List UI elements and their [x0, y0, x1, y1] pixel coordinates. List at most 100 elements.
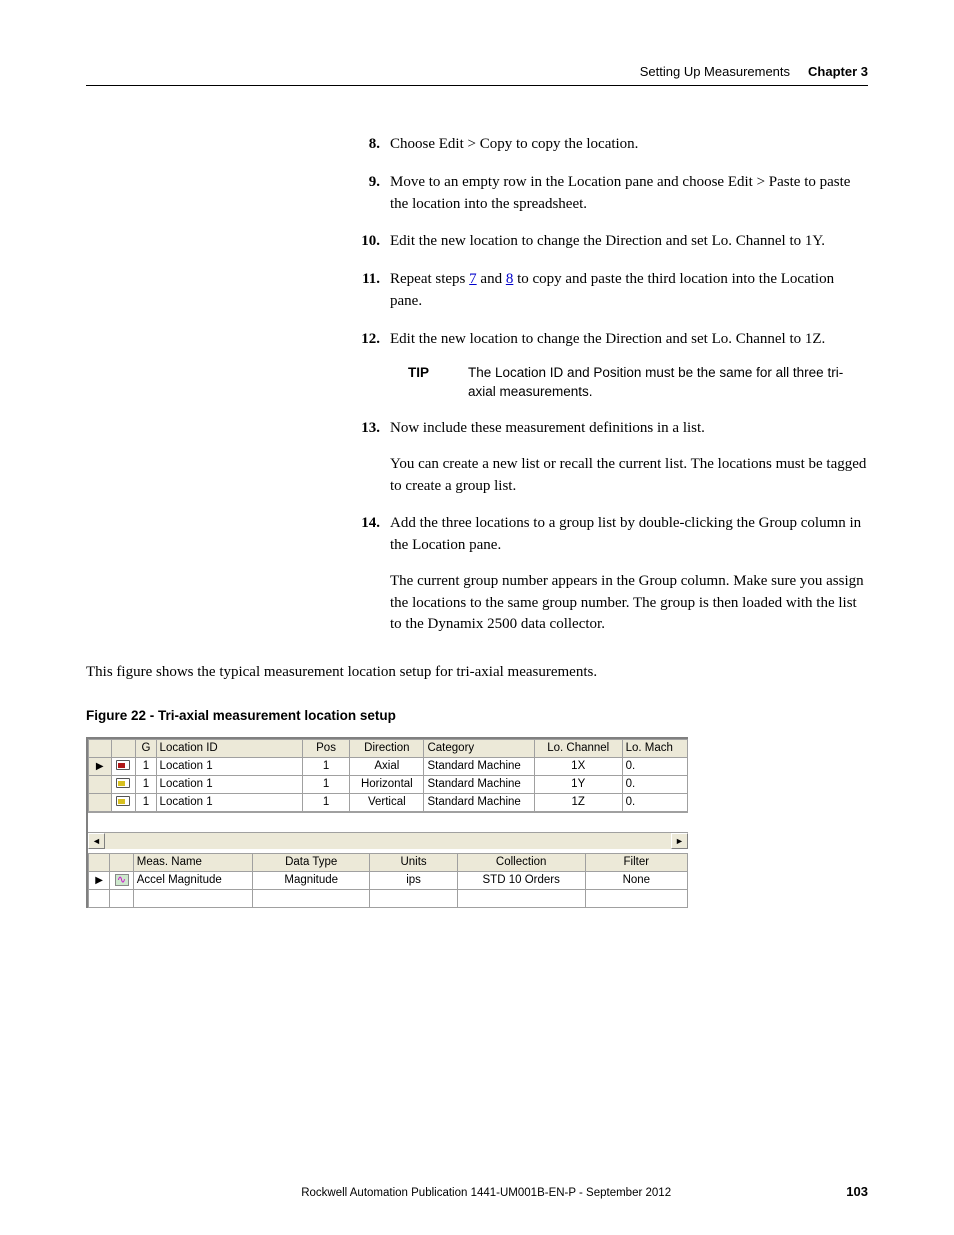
units-cell[interactable]: ips: [370, 871, 457, 889]
machine-cell[interactable]: 0.: [622, 793, 687, 811]
row-selector[interactable]: ▶: [89, 757, 112, 775]
data-type-cell[interactable]: Magnitude: [253, 871, 370, 889]
column-header[interactable]: Pos: [302, 739, 349, 757]
empty-cell[interactable]: [253, 889, 370, 907]
empty-cell[interactable]: [457, 889, 585, 907]
row-selector[interactable]: [89, 793, 112, 811]
row-type-icon-cell: [111, 757, 136, 775]
row-selector[interactable]: ▶: [89, 871, 110, 889]
direction-cell[interactable]: Vertical: [350, 793, 424, 811]
position-cell[interactable]: 1: [302, 793, 349, 811]
step-text: Choose Edit > Copy to copy the location.: [390, 134, 868, 156]
column-header[interactable]: Category: [424, 739, 534, 757]
group-cell[interactable]: 1: [136, 775, 156, 793]
location-id-cell[interactable]: Location 1: [156, 757, 302, 775]
step-body: Now include these measurement definition…: [390, 418, 868, 497]
tip-block: TIP The Location ID and Position must be…: [390, 364, 868, 402]
tip-label: TIP: [390, 364, 468, 402]
step-text: You can create a new list or recall the …: [390, 454, 868, 498]
measurement-table: Meas. NameData TypeUnitsCollectionFilter…: [88, 853, 688, 908]
row-selector[interactable]: [89, 889, 110, 907]
category-cell[interactable]: Standard Machine: [424, 793, 534, 811]
header-chapter: Chapter 3: [808, 64, 868, 79]
step-12: 12. Edit the new location to change the …: [356, 329, 868, 403]
table-row[interactable]: 1Location 11VerticalStandard Machine1Z0.: [89, 793, 688, 811]
machine-cell[interactable]: 0.: [622, 757, 687, 775]
page-number: 103: [846, 1184, 868, 1199]
column-header[interactable]: [110, 853, 133, 871]
channel-cell[interactable]: 1Y: [534, 775, 622, 793]
filter-cell[interactable]: None: [585, 871, 687, 889]
steps-list: 8. Choose Edit > Copy to copy the locati…: [356, 134, 868, 636]
channel-cell[interactable]: 1Z: [534, 793, 622, 811]
column-header[interactable]: Collection: [457, 853, 585, 871]
step-body: Edit the new location to change the Dire…: [390, 329, 868, 403]
step-text: The current group number appears in the …: [390, 571, 868, 636]
column-header[interactable]: Lo. Mach: [622, 739, 687, 757]
empty-cell[interactable]: [585, 889, 687, 907]
collection-cell[interactable]: STD 10 Orders: [457, 871, 585, 889]
column-header[interactable]: [89, 739, 112, 757]
column-header[interactable]: Location ID: [156, 739, 302, 757]
page: Setting Up Measurements Chapter 3 8. Cho…: [0, 0, 954, 948]
category-cell[interactable]: Standard Machine: [424, 775, 534, 793]
step-link-7[interactable]: 7: [469, 271, 477, 287]
column-header[interactable]: Direction: [350, 739, 424, 757]
step-body: Edit the new location to change the Dire…: [390, 231, 868, 253]
location-table: GLocation IDPosDirectionCategoryLo. Chan…: [88, 739, 688, 812]
column-header[interactable]: Lo. Channel: [534, 739, 622, 757]
machine-cell[interactable]: 0.: [622, 775, 687, 793]
column-header[interactable]: [89, 853, 110, 871]
step-11: 11. Repeat steps 7 and 8 to copy and pas…: [356, 269, 868, 313]
direction-cell[interactable]: Axial: [350, 757, 424, 775]
group-cell[interactable]: 1: [136, 757, 156, 775]
row-selector[interactable]: [89, 775, 112, 793]
direction-cell[interactable]: Horizontal: [350, 775, 424, 793]
step-number: 11.: [356, 269, 390, 313]
waveform-icon: ∿: [115, 874, 129, 886]
empty-cell[interactable]: [370, 889, 457, 907]
column-header[interactable]: [111, 739, 136, 757]
location-id-cell[interactable]: Location 1: [156, 793, 302, 811]
step-number: 9.: [356, 172, 390, 216]
h-scrollbar[interactable]: ◄ ►: [88, 832, 688, 849]
column-header[interactable]: G: [136, 739, 156, 757]
header-section: Setting Up Measurements: [640, 64, 790, 79]
scroll-right-button[interactable]: ►: [671, 833, 688, 849]
page-footer: Rockwell Automation Publication 1441-UM0…: [86, 1184, 868, 1199]
step-8: 8. Choose Edit > Copy to copy the locati…: [356, 134, 868, 156]
table-row[interactable]: 1Location 11HorizontalStandard Machine1Y…: [89, 775, 688, 793]
step-text: Repeat steps 7 and 8 to copy and paste t…: [390, 269, 868, 313]
scroll-track[interactable]: [105, 833, 671, 849]
location-id-cell[interactable]: Location 1: [156, 775, 302, 793]
scroll-left-button[interactable]: ◄: [88, 833, 105, 849]
page-header: Setting Up Measurements Chapter 3: [86, 64, 868, 86]
measurement-table-header: Meas. NameData TypeUnitsCollectionFilter: [89, 853, 688, 871]
table-row[interactable]: ▶ ∿ Accel Magnitude Magnitude ips STD 10…: [89, 871, 688, 889]
step-text: Edit the new location to change the Dire…: [390, 231, 868, 253]
location-icon: [116, 760, 130, 770]
column-header[interactable]: Data Type: [253, 853, 370, 871]
empty-cell[interactable]: [110, 889, 133, 907]
arrow-icon: ▶: [95, 875, 103, 886]
channel-cell[interactable]: 1X: [534, 757, 622, 775]
position-cell[interactable]: 1: [302, 757, 349, 775]
tip-text: The Location ID and Position must be the…: [468, 364, 868, 402]
step-number: 14.: [356, 513, 390, 636]
position-cell[interactable]: 1: [302, 775, 349, 793]
step-text: Add the three locations to a group list …: [390, 513, 868, 557]
category-cell[interactable]: Standard Machine: [424, 757, 534, 775]
column-header[interactable]: Filter: [585, 853, 687, 871]
step-body: Repeat steps 7 and 8 to copy and paste t…: [390, 269, 868, 313]
step-number: 13.: [356, 418, 390, 497]
table-row[interactable]: ▶1Location 11AxialStandard Machine1X0.: [89, 757, 688, 775]
step-body: Add the three locations to a group list …: [390, 513, 868, 636]
empty-cell[interactable]: [133, 889, 252, 907]
figure-intro: This figure shows the typical measuremen…: [86, 662, 868, 684]
meas-name-cell[interactable]: Accel Magnitude: [133, 871, 252, 889]
step-10: 10. Edit the new location to change the …: [356, 231, 868, 253]
column-header[interactable]: Meas. Name: [133, 853, 252, 871]
group-cell[interactable]: 1: [136, 793, 156, 811]
column-header[interactable]: Units: [370, 853, 457, 871]
table-row[interactable]: [89, 889, 688, 907]
